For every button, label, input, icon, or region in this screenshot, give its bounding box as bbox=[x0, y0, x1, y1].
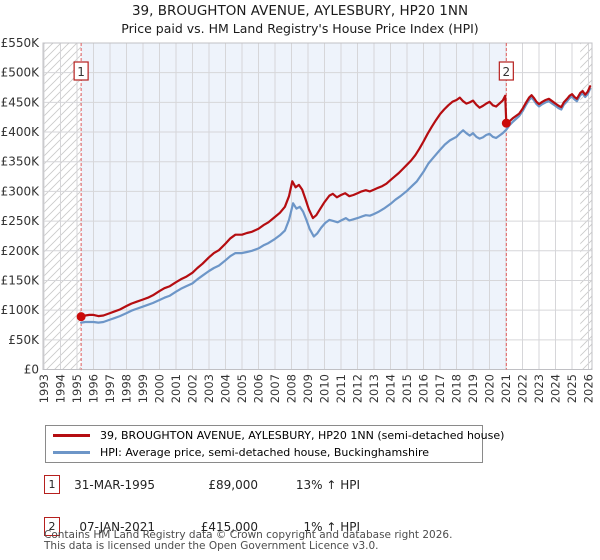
x-axis-tick-label: 1994 bbox=[54, 374, 68, 403]
x-axis-tick-label: 2024 bbox=[549, 374, 563, 403]
y-axis-tick-label: £400K bbox=[1, 125, 41, 139]
plot-border bbox=[42, 42, 593, 370]
x-axis-tick-label: 2025 bbox=[565, 374, 579, 403]
x-axis-tick-label: 2002 bbox=[186, 374, 200, 403]
hpi-average-line bbox=[79, 87, 592, 324]
x-axis-tick-label: 2009 bbox=[301, 374, 315, 403]
x-axis-tick-label: 2022 bbox=[516, 374, 530, 403]
y-axis-tick-label: £250K bbox=[1, 214, 41, 228]
x-axis-tick-label: 2000 bbox=[153, 374, 167, 403]
page-title: 39, BROUGHTON AVENUE, AYLESBURY, HP20 1N… bbox=[131, 3, 469, 19]
y-axis-tick-label: £200K bbox=[1, 244, 41, 258]
y-axis-tick-label: £300K bbox=[1, 184, 41, 198]
legend-label: HPI: Average price, semi-detached house,… bbox=[100, 446, 430, 459]
page-subtitle: Price paid vs. HM Land Registry's House … bbox=[121, 21, 479, 36]
sale-marker-label-2: 2 bbox=[503, 65, 511, 79]
property-price-line bbox=[79, 85, 592, 318]
sale-1-date: 31-MAR-1995 bbox=[74, 478, 155, 492]
x-axis-tick-label: 2003 bbox=[202, 374, 216, 403]
sale-point-2 bbox=[501, 118, 511, 128]
sale-1-price: £89,000 bbox=[208, 478, 258, 492]
no-data-hatch-region-1 bbox=[44, 43, 82, 370]
property-line-swatch bbox=[53, 434, 90, 437]
y-axis-tick-label: £150K bbox=[1, 273, 41, 287]
x-axis-tick-label: 1995 bbox=[70, 374, 84, 403]
x-axis-tick-label: 2006 bbox=[252, 374, 266, 403]
x-axis-tick-label: 2008 bbox=[285, 374, 299, 403]
x-axis-tick-label: 2016 bbox=[417, 374, 431, 403]
x-axis-tick-label: 2004 bbox=[219, 374, 233, 403]
y-axis-tick-label: £0 bbox=[24, 363, 39, 377]
x-axis-tick-label: 2026 bbox=[582, 374, 596, 403]
x-axis-tick-label: 1996 bbox=[87, 374, 101, 403]
x-axis-tick-label: 1997 bbox=[103, 374, 117, 403]
footer-line-1: Contains HM Land Registry data © Crown c… bbox=[44, 529, 453, 541]
price-history-chart: 1 2 £0 £50K £100K £150K £200K £250K £300K £350K £4… bbox=[1, 36, 596, 403]
legend-item-property: 39, BROUGHTON AVENUE, AYLESBURY, HP20 1N… bbox=[46, 429, 504, 443]
sale-2-number-badge: 2 bbox=[44, 517, 60, 536]
x-axis-tick-label: 2010 bbox=[318, 374, 332, 403]
x-axis-tick-label: 1993 bbox=[37, 374, 51, 403]
legend-item-hpi: HPI: Average price, semi-detached house,… bbox=[46, 446, 482, 460]
x-axis-tick-label: 2018 bbox=[450, 374, 464, 403]
sale-marker-label-1: 1 bbox=[77, 65, 85, 79]
y-axis-tick-label: £450K bbox=[1, 95, 41, 109]
x-axis-tick-label: 2021 bbox=[499, 374, 513, 403]
y-axis-tick-label: £50K bbox=[8, 333, 40, 347]
x-axis-tick-label: 2015 bbox=[400, 374, 414, 403]
sale-1-number-badge: 1 bbox=[44, 475, 60, 494]
x-axis-tick-label: 1998 bbox=[120, 374, 134, 403]
footer-line-2: This data is licensed under the Open Gov… bbox=[44, 540, 379, 552]
sale-table-row: 1 31-MAR-1995 £89,000 13% ↑ HPI bbox=[0, 475, 600, 495]
chart-legend: 39, BROUGHTON AVENUE, AYLESBURY, HP20 1N… bbox=[45, 425, 504, 463]
x-axis-tick-label: 2017 bbox=[433, 374, 447, 403]
no-data-hatch-region-2 bbox=[580, 43, 592, 370]
x-axis-tick-label: 2019 bbox=[466, 374, 480, 403]
x-axis-tick-label: 2001 bbox=[169, 374, 183, 403]
y-axis-tick-label: £550K bbox=[1, 36, 41, 50]
license-footer: Contains HM Land Registry data © Crown c… bbox=[44, 530, 452, 552]
hpi-line-swatch bbox=[53, 451, 90, 454]
y-axis-tick-label: £350K bbox=[1, 155, 41, 169]
sale-2-hpi-change: 1% ↑ HPI bbox=[303, 520, 360, 534]
x-axis-tick-label: 2011 bbox=[334, 374, 348, 403]
legend-label: 39, BROUGHTON AVENUE, AYLESBURY, HP20 1N… bbox=[100, 429, 505, 442]
x-axis-tick-label: 2007 bbox=[268, 374, 282, 403]
x-axis-tick-label: 2013 bbox=[367, 374, 381, 403]
x-axis-tick-label: 2023 bbox=[532, 374, 546, 403]
sale-1-hpi-change: 13% ↑ HPI bbox=[295, 478, 360, 492]
sale-marker-box-1 bbox=[73, 61, 89, 81]
sale-2-price: £415,000 bbox=[200, 520, 258, 534]
sale-marker-box-2 bbox=[498, 61, 514, 81]
x-axis-tick-label: 2020 bbox=[483, 374, 497, 403]
sale-point-1 bbox=[76, 312, 86, 322]
x-axis-tick-label: 2014 bbox=[384, 374, 398, 403]
y-axis-tick-label: £100K bbox=[1, 303, 41, 317]
y-axis-tick-label: £500K bbox=[1, 66, 41, 80]
x-axis-tick-label: 1999 bbox=[136, 374, 150, 403]
sale-table-row: 2 07-JAN-2021 £415,000 1% ↑ HPI bbox=[0, 517, 600, 537]
x-axis-tick-label: 2005 bbox=[235, 374, 249, 403]
sale-2-date: 07-JAN-2021 bbox=[79, 520, 155, 534]
x-axis-tick-label: 2012 bbox=[351, 374, 365, 403]
